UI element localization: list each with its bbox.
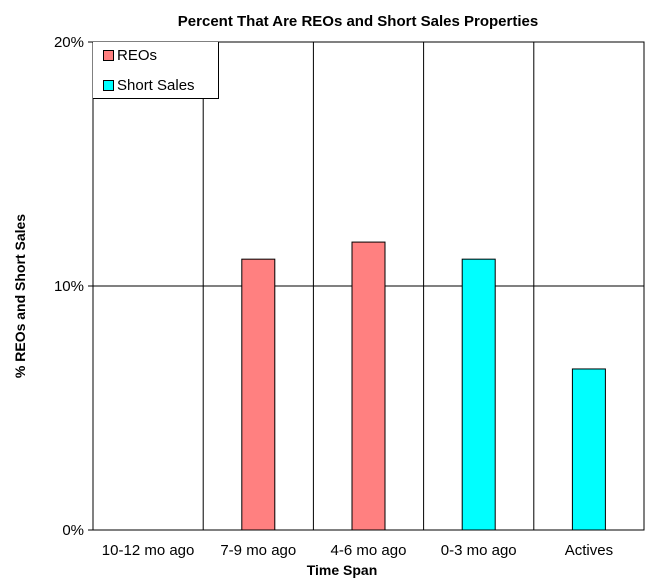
- y-tick-label: 20%: [54, 34, 84, 51]
- legend: REOs Short Sales: [93, 42, 219, 99]
- chart-title: Percent That Are REOs and Short Sales Pr…: [178, 13, 538, 30]
- x-tick-label: Actives: [565, 542, 613, 559]
- x-tick-label: 4-6 mo ago: [331, 542, 407, 559]
- y-tick-labels: 0% 10% 20%: [54, 34, 84, 539]
- y-axis-label: % REOs and Short Sales: [12, 214, 28, 378]
- bar-reos-1: [241, 258, 276, 531]
- x-tick-label: 0-3 mo ago: [441, 542, 517, 559]
- bar-reos-2: [351, 241, 386, 531]
- y-tick-label: 0%: [62, 522, 84, 539]
- legend-swatch-short-sales: [103, 80, 114, 91]
- x-tick-label: 10-12 mo ago: [102, 542, 195, 559]
- x-tick-labels: 10-12 mo ago 7-9 mo ago 4-6 mo ago 0-3 mo a…: [102, 542, 613, 559]
- y-tick-label: 10%: [54, 278, 84, 295]
- bar-short-sales-4: [571, 368, 606, 531]
- legend-swatch-reos: [103, 50, 114, 61]
- x-axis-label: Time Span: [307, 562, 378, 578]
- x-tick-label: 7-9 mo ago: [220, 542, 296, 559]
- legend-label-reos: REOs: [117, 47, 158, 64]
- axes: [88, 41, 645, 531]
- legend-label-short-sales: Short Sales: [117, 77, 195, 94]
- legend-item-short-sales: Short Sales: [103, 77, 195, 94]
- bars: [241, 241, 606, 531]
- legend-item-reos: REOs: [103, 47, 157, 64]
- bar-short-sales-3: [461, 258, 496, 531]
